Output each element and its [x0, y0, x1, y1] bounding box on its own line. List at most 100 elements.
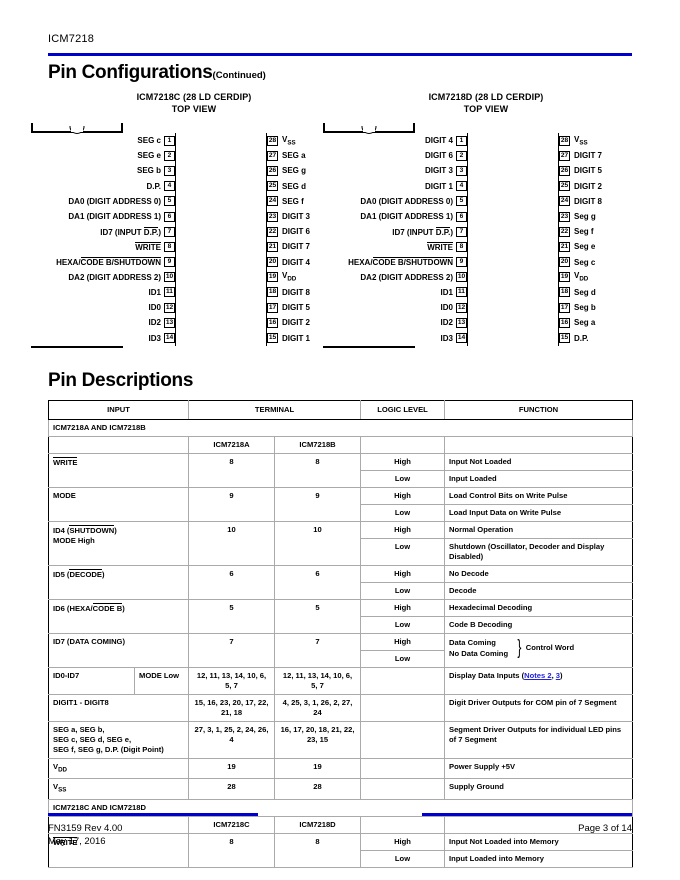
- col-header-input: INPUT: [48, 399, 189, 420]
- pin-number-left: 1: [164, 135, 175, 146]
- pin-number-left: 14: [164, 333, 175, 344]
- cell-terminal-a: 5: [188, 598, 275, 634]
- cell-function: Segment Driver Outputs for individual LE…: [444, 720, 634, 759]
- package-body: [175, 300, 267, 316]
- package-body: [175, 133, 267, 149]
- cell-terminal-a: 27, 3, 1, 25, 2, 24, 26, 4: [188, 720, 275, 759]
- package-top-edge: [323, 121, 415, 134]
- cell-logic-level: Low: [360, 469, 446, 488]
- pin-number-right: 19: [267, 272, 278, 283]
- cell-terminal-b: 12, 11, 13, 14, 10, 6, 5, 7: [273, 666, 362, 695]
- subheader-icm7218b: ICM7218B: [273, 435, 362, 454]
- table-row: Low Input Loaded: [49, 469, 634, 488]
- footer-page-number: Page 3 of 14: [578, 823, 632, 834]
- package-body: [175, 239, 267, 255]
- footer-doc-id: FN3159 Rev 4.00: [48, 823, 123, 834]
- control-word-label: Control Word: [525, 642, 575, 652]
- package-body: [175, 330, 267, 346]
- link-notes-2[interactable]: Notes 2: [524, 670, 552, 680]
- pin-configurations-continued: (Continued): [212, 70, 266, 81]
- table-row: ID5 (DECODE) 6 6 High No Decode: [48, 564, 634, 600]
- pin-label-left: ID0: [440, 303, 453, 313]
- package-body: [467, 330, 559, 346]
- pin-number-right: 24: [267, 196, 278, 207]
- pin-number-right: 21: [267, 241, 278, 252]
- pin-number-right: 16: [267, 317, 278, 328]
- pin-label-left: HEXA/CODE B/SHUTDOWN: [56, 257, 161, 268]
- package-body: [467, 300, 559, 316]
- cell-function: Supply Ground: [444, 778, 634, 800]
- cell-function: Shutdown (Oscillator, Decoder and Displa…: [444, 537, 634, 566]
- pin-number-left: 4: [456, 181, 467, 192]
- pin-label-right: DIGIT 4: [282, 257, 311, 267]
- pin-descriptions-heading: Pin Descriptions: [48, 369, 194, 391]
- package-body: [175, 148, 267, 164]
- package-name: ICM7218D (28 LD CERDIP): [428, 92, 544, 102]
- pin-label-left: DIGIT 1: [424, 181, 453, 191]
- pin-label-left: DA1 (DIGIT ADDRESS 1): [68, 212, 161, 222]
- pin-row: DA1 (DIGIT ADDRESS 1) 6 23 DIGIT 3: [20, 208, 368, 225]
- pin-label-left: HEXA/CODE B/SHUTDOWN: [348, 257, 453, 268]
- pin-row: D.P. 4 25 SEG d: [20, 178, 368, 194]
- pin-label-right: DIGIT 2: [282, 318, 311, 328]
- pin-label-right: DIGIT 8: [282, 287, 311, 297]
- pin-row: DIGIT 3 3 26 DIGIT 5: [312, 163, 660, 179]
- pin-number-left: 8: [164, 241, 175, 252]
- pin-number-left: 4: [164, 181, 175, 192]
- pin-number-left: 13: [456, 317, 467, 328]
- table-row: MODE 9 9 High Load Control Bits on Write Pul…: [48, 486, 634, 522]
- pin-label-right: DIGIT 7: [282, 242, 311, 252]
- pin-number-right: 25: [267, 181, 278, 192]
- cell-function: Input Loaded into Memory: [444, 849, 634, 868]
- pin-label-left: WRITE: [427, 241, 453, 252]
- pin-row: WRITE 8 21 Seg e: [312, 239, 660, 255]
- table-row: Low Decode: [49, 581, 634, 600]
- package-body: [467, 269, 559, 285]
- pin-label-right: Seg f: [574, 227, 594, 237]
- pin-descriptions-table: INPUT TERMINAL LOGIC LEVEL FUNCTION ICM7…: [47, 399, 634, 868]
- table-row: VSS 28 28 Supply Ground: [48, 778, 634, 800]
- table-row: ID4 (SHUTDOWN) MODE High 10 10 High Normal Op…: [48, 520, 634, 566]
- pin-number-right: 26: [267, 165, 278, 176]
- pin-number-right: 22: [559, 226, 570, 237]
- pin-label-left: DA0 (DIGIT ADDRESS 0): [68, 196, 161, 206]
- pin-row: SEG b 3 26 SEG g: [20, 163, 368, 179]
- header-rule: [48, 53, 632, 56]
- package-body: [175, 284, 267, 301]
- package-body: [467, 224, 559, 240]
- pin-row: DA2 (DIGIT ADDRESS 2) 10 19 VDD: [312, 269, 660, 285]
- pin-number-right: 23: [559, 211, 570, 222]
- pin-row: DIGIT 4 1 28 VSS: [312, 133, 660, 149]
- package-body: [175, 315, 267, 331]
- cell-logic-level: High: [360, 632, 446, 651]
- cell-terminal-a: 8: [188, 452, 275, 488]
- link-note-3[interactable]: 3: [555, 670, 561, 680]
- cell-function: Load Input Data on Write Pulse: [444, 503, 634, 522]
- cell-terminal-a: 19: [188, 757, 275, 780]
- pin-label-left: ID2: [440, 318, 453, 328]
- cell-logic-level: [360, 757, 446, 780]
- pin-row: DA0 (DIGIT ADDRESS 0) 5 24 SEG f: [20, 193, 368, 209]
- pin-label-right: SEG a: [282, 151, 306, 161]
- pin-number-left: 7: [164, 226, 175, 237]
- cell-function: Normal Operation: [444, 520, 634, 539]
- pin-number-right: 20: [267, 257, 278, 268]
- cell-terminal-b: 7: [273, 632, 362, 668]
- package-body: [467, 163, 559, 179]
- package-body: [467, 208, 559, 225]
- subheader-blank-function: [444, 435, 634, 454]
- cell-input: ID5 (DECODE): [48, 564, 189, 600]
- table-row: WRITE 8 8 High Input Not Loaded: [48, 452, 634, 488]
- cell-input: WRITE: [48, 832, 189, 868]
- cell-terminal-b: 5: [273, 598, 362, 634]
- subheader-icm7218a: ICM7218A: [188, 435, 275, 454]
- table-row: Low Input Loaded into Memory: [49, 849, 634, 868]
- cell-terminal-a: 12, 11, 13, 14, 10, 6, 5, 7: [188, 666, 275, 695]
- cell-input: DIGIT1 - DIGIT8: [48, 693, 189, 722]
- package-body: [467, 315, 559, 331]
- cell-logic-level: High: [360, 486, 446, 505]
- cell-logic-level: High: [360, 452, 446, 471]
- pin-label-right: SEG d: [282, 181, 307, 191]
- package-bottom-edge: [31, 345, 123, 348]
